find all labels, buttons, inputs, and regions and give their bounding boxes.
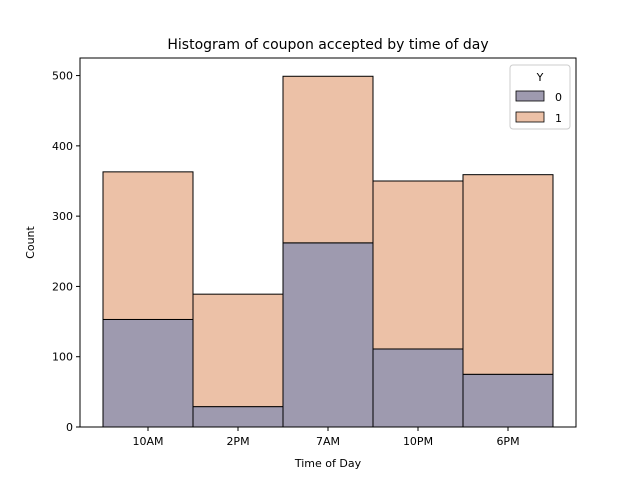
legend-label-0: 0 — [555, 91, 562, 104]
x-tick-label-10PM: 10PM — [403, 435, 433, 448]
legend-title: Y — [536, 71, 544, 84]
bar-6PM-series-0 — [462, 373, 554, 428]
x-axis-label: Time of Day — [294, 457, 362, 470]
y-tick-label-500: 500 — [52, 70, 73, 83]
bar-10AM-series-0 — [102, 318, 194, 428]
y-tick-label-300: 300 — [52, 210, 73, 223]
bar-7AM-series-1 — [282, 75, 374, 244]
y-tick-label-200: 200 — [52, 280, 73, 293]
bar-10PM-series-0 — [372, 348, 464, 428]
y-tick-label-0: 0 — [66, 421, 73, 434]
chart-title: Histogram of coupon accepted by time of … — [167, 37, 488, 53]
y-axis: 0 100 200 300 400 500 — [52, 70, 80, 434]
bar-2PM-series-1 — [192, 293, 284, 408]
bar-7AM-series-0 — [282, 242, 374, 428]
legend-label-1: 1 — [555, 112, 562, 125]
y-tick-label-100: 100 — [52, 351, 73, 364]
legend-swatch-0 — [515, 90, 545, 102]
bar-2PM-series-0 — [192, 406, 284, 428]
legend-swatch-1 — [515, 111, 545, 123]
bars-group — [102, 75, 554, 428]
x-tick-label-7AM: 7AM — [316, 435, 340, 448]
x-axis: 10AM 2PM 7AM 10PM 6PM — [132, 427, 520, 448]
y-tick-label-400: 400 — [52, 140, 73, 153]
y-axis-label: Count — [24, 225, 37, 258]
x-tick-label-6PM: 6PM — [496, 435, 519, 448]
bar-10AM-series-1 — [102, 171, 194, 320]
bar-10PM-series-1 — [372, 180, 464, 350]
legend: Y 0 1 — [509, 64, 571, 130]
bar-6PM-series-1 — [462, 174, 554, 375]
x-tick-label-2PM: 2PM — [226, 435, 249, 448]
x-tick-label-10AM: 10AM — [132, 435, 163, 448]
